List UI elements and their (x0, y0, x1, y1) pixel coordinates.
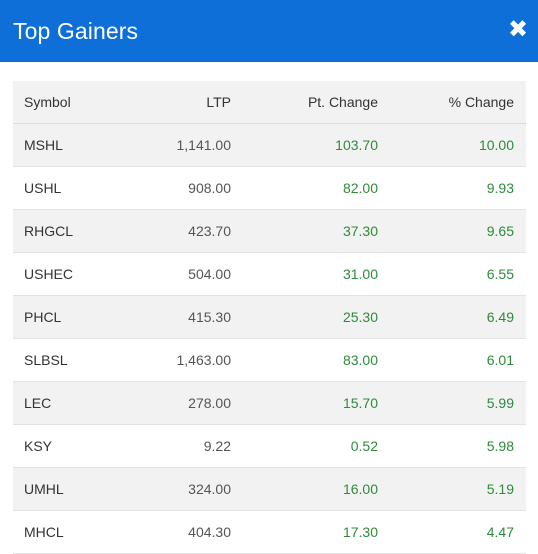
cell-ltp: 1,463.00 (133, 338, 231, 382)
cell-ltp: 404.30 (133, 510, 231, 554)
cell-pt-change: 82.00 (231, 166, 378, 210)
cell-ltp: 415.30 (133, 295, 231, 339)
cell-pct-change: 5.98 (378, 424, 526, 468)
cell-ltp: 9.22 (133, 424, 231, 468)
cell-pt-change: 83.00 (231, 338, 378, 382)
cell-pt-change: 25.30 (231, 295, 378, 339)
cell-pct-change: 10.00 (378, 123, 526, 167)
table-row[interactable]: USHL 908.00 82.00 9.93 (13, 166, 526, 210)
modal-title: Top Gainers (13, 17, 139, 44)
cell-pct-change: 6.49 (378, 295, 526, 339)
cell-ltp: 278.00 (133, 381, 231, 425)
column-header-symbol[interactable]: Symbol (13, 81, 133, 124)
cell-pct-change: 5.19 (378, 467, 526, 511)
table-row[interactable]: USHEC 504.00 31.00 6.55 (13, 252, 526, 296)
cell-pt-change: 31.00 (231, 252, 378, 296)
modal-header: Top Gainers ✖ (0, 0, 538, 62)
table-header: Symbol LTP Pt. Change % Change (13, 81, 526, 124)
cell-symbol[interactable]: USHL (13, 166, 133, 210)
gainers-table: Symbol LTP Pt. Change % Change MSHL 1,14… (13, 81, 526, 554)
cell-pt-change: 16.00 (231, 467, 378, 511)
cell-ltp: 504.00 (133, 252, 231, 296)
table-row[interactable]: SLBSL 1,463.00 83.00 6.01 (13, 338, 526, 382)
cell-pt-change: 103.70 (231, 123, 378, 167)
table-row[interactable]: LEC 278.00 15.70 5.99 (13, 381, 526, 425)
cell-symbol[interactable]: MSHL (13, 123, 133, 167)
cell-symbol[interactable]: SLBSL (13, 338, 133, 382)
cell-pct-change: 6.55 (378, 252, 526, 296)
cell-symbol[interactable]: LEC (13, 381, 133, 425)
table-row[interactable]: MHCL 404.30 17.30 4.47 (13, 510, 526, 554)
table-body: MSHL 1,141.00 103.70 10.00 USHL 908.00 8… (13, 123, 526, 554)
cell-symbol[interactable]: UMHL (13, 467, 133, 511)
cell-symbol[interactable]: KSY (13, 424, 133, 468)
table-header-row: Symbol LTP Pt. Change % Change (13, 81, 526, 124)
cell-pct-change: 9.93 (378, 166, 526, 210)
table-row[interactable]: RHGCL 423.70 37.30 9.65 (13, 209, 526, 253)
cell-symbol[interactable]: PHCL (13, 295, 133, 339)
cell-ltp: 423.70 (133, 209, 231, 253)
gainers-table-container: Symbol LTP Pt. Change % Change MSHL 1,14… (13, 81, 526, 554)
column-header-pct-change[interactable]: % Change (378, 81, 526, 124)
close-icon[interactable]: ✖ (508, 15, 529, 43)
cell-pct-change: 6.01 (378, 338, 526, 382)
cell-pt-change: 0.52 (231, 424, 378, 468)
cell-pt-change: 37.30 (231, 209, 378, 253)
cell-symbol[interactable]: USHEC (13, 252, 133, 296)
cell-pct-change: 5.99 (378, 381, 526, 425)
cell-pt-change: 15.70 (231, 381, 378, 425)
table-row[interactable]: KSY 9.22 0.52 5.98 (13, 424, 526, 468)
table-row[interactable]: UMHL 324.00 16.00 5.19 (13, 467, 526, 511)
table-row[interactable]: MSHL 1,141.00 103.70 10.00 (13, 123, 526, 167)
cell-pct-change: 9.65 (378, 209, 526, 253)
column-header-ltp[interactable]: LTP (133, 81, 231, 124)
column-header-pt-change[interactable]: Pt. Change (231, 81, 378, 124)
table-row[interactable]: PHCL 415.30 25.30 6.49 (13, 295, 526, 339)
cell-symbol[interactable]: MHCL (13, 510, 133, 554)
cell-ltp: 324.00 (133, 467, 231, 511)
cell-ltp: 1,141.00 (133, 123, 231, 167)
cell-ltp: 908.00 (133, 166, 231, 210)
cell-symbol[interactable]: RHGCL (13, 209, 133, 253)
